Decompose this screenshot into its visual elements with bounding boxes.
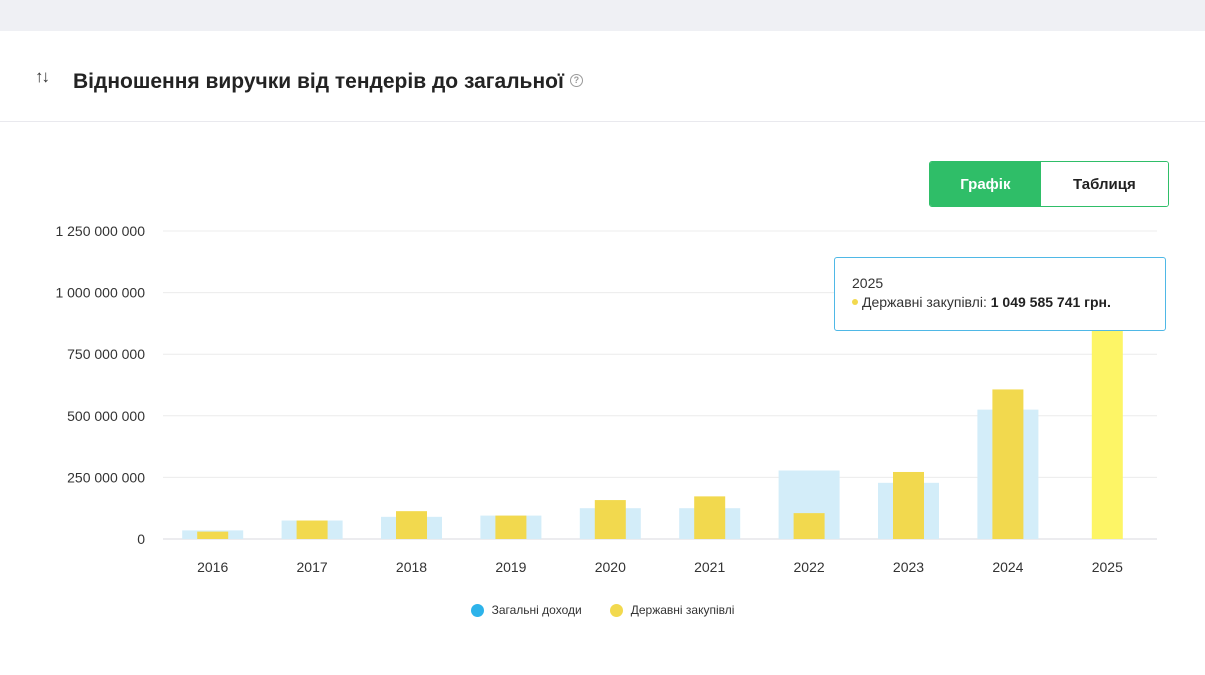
bar-procurement <box>793 513 825 539</box>
tooltip-year: 2025 <box>852 275 884 291</box>
bar-procurement <box>296 520 328 539</box>
bar-procurement <box>694 496 726 539</box>
legend-item-procurement[interactable]: Державні закупівлі <box>609 603 735 617</box>
bar-procurement <box>197 531 229 539</box>
tooltip-series-label: Державні закупівлі: <box>862 294 987 310</box>
legend-dot-procurement <box>609 603 623 617</box>
chart-view-button[interactable]: Графік <box>930 162 1041 206</box>
x-tick-label: 2016 <box>197 559 228 575</box>
x-tick-label: 2020 <box>595 559 626 575</box>
chart-legend: Загальні доходи Державні закупівлі <box>0 603 1205 617</box>
x-tick-label: 2023 <box>893 559 924 575</box>
sort-arrows-icon[interactable]: ↑↓ <box>35 67 50 86</box>
section-header: ↑↓ Відношення виручки від тендерів до за… <box>0 31 1205 122</box>
y-tick-label: 750 000 000 <box>67 346 145 362</box>
x-tick-label: 2022 <box>794 559 825 575</box>
x-tick-label: 2017 <box>297 559 328 575</box>
x-tick-label: 2018 <box>396 559 427 575</box>
y-tick-label: 1 250 000 000 <box>55 223 145 239</box>
legend-label-procurement: Державні закупівлі <box>630 603 735 617</box>
bar-procurement <box>992 389 1024 539</box>
legend-label-income: Загальні доходи <box>491 603 582 617</box>
view-toggle: Графік Таблиця <box>929 161 1169 207</box>
x-tick-label: 2021 <box>694 559 725 575</box>
table-view-button[interactable]: Таблиця <box>1040 162 1168 206</box>
y-tick-label: 250 000 000 <box>67 469 145 485</box>
tooltip-series-dot <box>852 299 858 306</box>
page-title-text: Відношення виручки від тендерів до загал… <box>73 70 564 93</box>
x-tick-label: 2019 <box>495 559 526 575</box>
help-icon[interactable]: ? <box>569 73 583 87</box>
x-tick-label: 2025 <box>1092 559 1123 575</box>
x-tick-label: 2024 <box>992 559 1023 575</box>
y-tick-label: 0 <box>137 531 145 547</box>
chart-tooltip: 2025 Державні закупівлі: 1 049 585 741 г… <box>834 257 1166 331</box>
legend-item-income[interactable]: Загальні доходи <box>470 603 582 617</box>
bar-procurement <box>495 515 527 539</box>
bar-procurement <box>893 471 924 539</box>
top-strip <box>0 0 1205 31</box>
tooltip-value: 1 049 585 741 грн. <box>990 294 1111 310</box>
y-tick-label: 500 000 000 <box>67 408 145 424</box>
bar-procurement <box>594 500 626 539</box>
bar-procurement <box>396 511 427 539</box>
y-tick-label: 1 000 000 000 <box>55 285 145 301</box>
legend-dot-income <box>470 603 484 617</box>
page-title: Відношення виручки від тендерів до загал… <box>73 70 583 94</box>
